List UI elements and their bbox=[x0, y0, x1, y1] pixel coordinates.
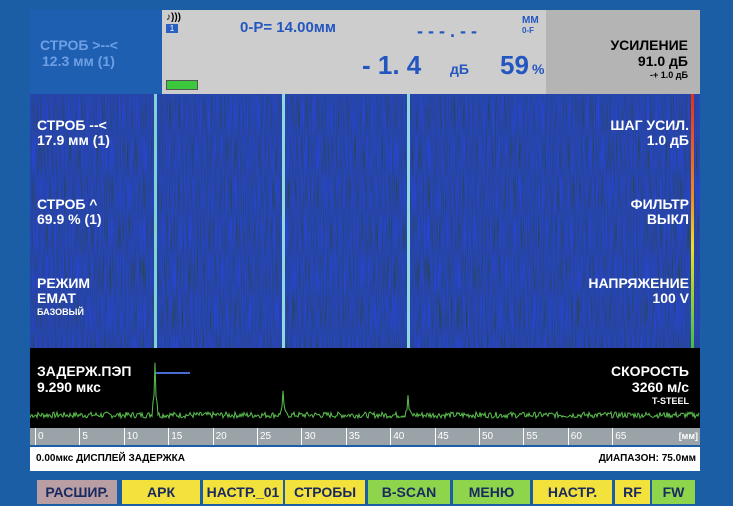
db-unit: дБ bbox=[450, 62, 469, 77]
ruler-tick bbox=[612, 428, 613, 445]
ruler-tick bbox=[257, 428, 258, 445]
panel-label: РЕЖИМ bbox=[37, 276, 90, 291]
ruler-tick bbox=[213, 428, 214, 445]
a-scan bbox=[30, 348, 700, 428]
gain-label: УСИЛЕНИЕ bbox=[610, 38, 688, 53]
ruler-label: 0 bbox=[38, 431, 44, 442]
panel-label: СТРОБ ^ bbox=[37, 197, 97, 212]
battery bbox=[166, 80, 198, 90]
ruler-tick bbox=[390, 428, 391, 445]
panel-value: 17.9 мм (1) bbox=[37, 133, 110, 148]
button[interactable]: FW bbox=[652, 480, 695, 504]
percent-unit: % bbox=[532, 62, 544, 77]
ruler-label: 50 bbox=[482, 431, 493, 442]
gain-value: 91.0 дБ bbox=[638, 54, 688, 69]
panel-label: НАПРЯЖЕНИЕ bbox=[588, 276, 689, 291]
material: T-STEEL bbox=[652, 396, 689, 406]
device-screen: СТРОБ >--< 12.3 мм (1) ♪))) 1 0-P= 14.00… bbox=[0, 0, 733, 506]
panel-label: ШАГ УСИЛ. bbox=[610, 118, 689, 133]
panel-value: 1.0 дБ bbox=[647, 133, 689, 148]
ruler-label: 60 bbox=[571, 431, 582, 442]
ruler-label: 35 bbox=[349, 431, 360, 442]
ruler-tick bbox=[79, 428, 80, 445]
panel-label: СТРОБ --< bbox=[37, 118, 107, 133]
unit-top: ММ bbox=[522, 16, 539, 26]
button[interactable]: АРК bbox=[122, 480, 200, 504]
ruler-label: 40 bbox=[393, 431, 404, 442]
speed-label: СКОРОСТЬ bbox=[611, 364, 689, 379]
measure: 0-P= 14.00мм bbox=[240, 20, 336, 35]
panel-value: ЕМАТ bbox=[37, 291, 76, 306]
ruler-label: 30 bbox=[304, 431, 315, 442]
ruler-tick bbox=[479, 428, 480, 445]
delay-value: 9.290 мкс bbox=[37, 380, 101, 395]
panel-value: 100 V bbox=[652, 291, 689, 306]
status-right: ДИАПАЗОН: 75.0мм bbox=[599, 453, 696, 464]
echo-line bbox=[154, 94, 157, 348]
button[interactable]: МЕНЮ bbox=[453, 480, 530, 504]
button[interactable]: СТРОБЫ bbox=[285, 480, 365, 504]
gate-box: СТРОБ >--< 12.3 мм (1) bbox=[30, 10, 162, 94]
side-bar bbox=[691, 94, 694, 348]
button[interactable]: RF bbox=[615, 480, 650, 504]
status-bar: 0.00мкс ДИСПЛЕЙ ЗАДЕРЖКА ДИАПАЗОН: 75.0м… bbox=[30, 447, 700, 471]
channel: 1 bbox=[166, 24, 178, 33]
ruler-label: 25 bbox=[260, 431, 271, 442]
measure-panel: ♪))) 1 0-P= 14.00мм - - - . - - ММ 0-F -… bbox=[162, 10, 546, 94]
ruler-tick bbox=[124, 428, 125, 445]
ruler: 0 5 10 15 20 25 30 35 40 45 50 55 60 65 [мм] bbox=[30, 428, 700, 445]
panel-value: 69.9 % (1) bbox=[37, 212, 102, 227]
ruler-unit: [мм] bbox=[679, 431, 698, 441]
panel-label: ФИЛЬТР bbox=[631, 197, 689, 212]
button[interactable]: РАСШИР. bbox=[37, 480, 117, 504]
ruler-label: 5 bbox=[82, 431, 88, 442]
ruler-tick bbox=[346, 428, 347, 445]
delay-label: ЗАДЕРЖ.ПЭП bbox=[37, 364, 132, 379]
echo-line bbox=[282, 94, 285, 348]
ruler-label: 55 bbox=[526, 431, 537, 442]
ruler-label: 45 bbox=[438, 431, 449, 442]
ruler-tick bbox=[35, 428, 36, 445]
unit-sub: 0-F bbox=[522, 26, 534, 35]
gate-label: СТРОБ >--< bbox=[40, 38, 118, 53]
ruler-label: 10 bbox=[127, 431, 138, 442]
button[interactable]: B-SCAN bbox=[368, 480, 450, 504]
button[interactable]: НАСТР. bbox=[533, 480, 612, 504]
gate-value: 12.3 мм (1) bbox=[42, 54, 115, 69]
ruler-tick bbox=[435, 428, 436, 445]
dashes: - - - . - - bbox=[417, 24, 477, 39]
ruler-label: 15 bbox=[171, 431, 182, 442]
gain-step: -+ 1.0 дБ bbox=[650, 70, 688, 80]
panel-value: ВЫКЛ bbox=[647, 212, 689, 227]
ruler-tick bbox=[523, 428, 524, 445]
db-value: - 1. 4 bbox=[362, 50, 421, 80]
sound-icon: ♪))) bbox=[166, 12, 181, 23]
status-left: 0.00мкс ДИСПЛЕЙ ЗАДЕРЖКА bbox=[36, 453, 185, 464]
gain-box: УСИЛЕНИЕ 91.0 дБ -+ 1.0 дБ bbox=[546, 10, 700, 94]
ruler-tick bbox=[168, 428, 169, 445]
ruler-label: 20 bbox=[216, 431, 227, 442]
speed-value: 3260 м/с bbox=[632, 380, 689, 395]
ruler-tick bbox=[301, 428, 302, 445]
echo-line bbox=[407, 94, 410, 348]
ruler-label: 65 bbox=[615, 431, 626, 442]
percent: 59 bbox=[500, 50, 529, 80]
panel-sub: БАЗОВЫЙ bbox=[37, 307, 84, 317]
ruler-tick bbox=[568, 428, 569, 445]
b-scan bbox=[30, 94, 700, 348]
button[interactable]: НАСТР._01 bbox=[203, 480, 283, 504]
